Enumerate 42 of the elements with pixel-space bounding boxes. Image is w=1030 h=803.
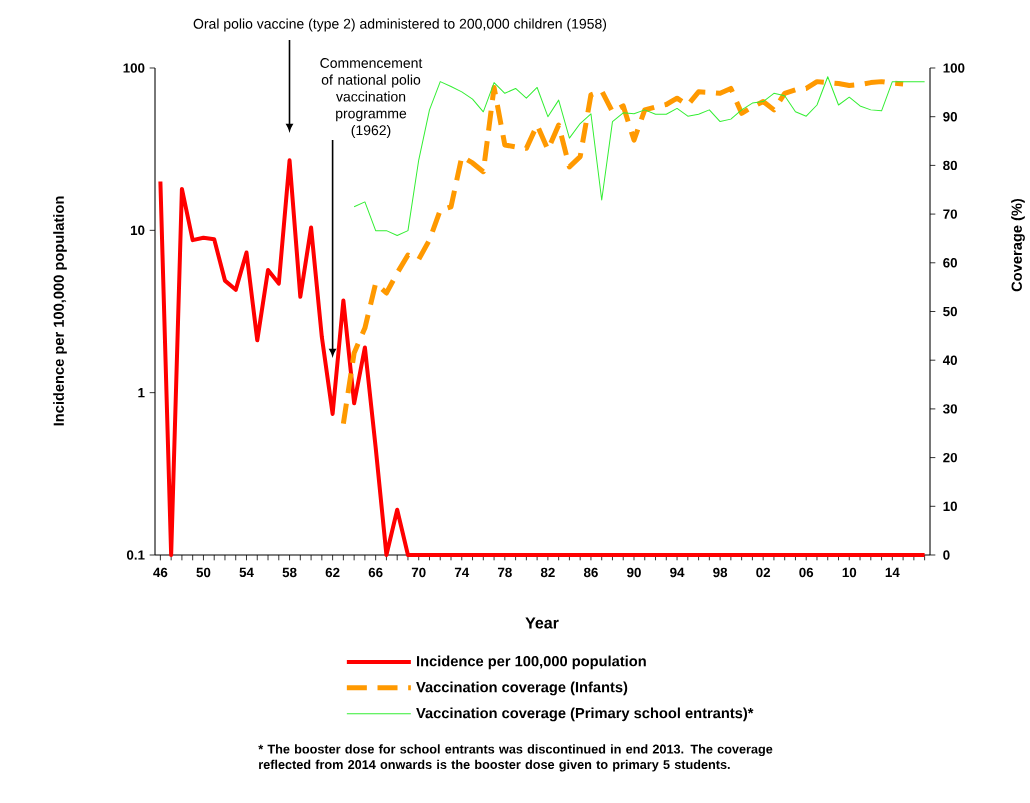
x-tick-label: 62: [325, 567, 340, 578]
annotation: Commencement of national polio vaccination programme (1962): [320, 58, 423, 138]
text: * The booster dose for school entrants was discontinued in end 2013. The coverage reflected from 2014 onwards is the booster dose given to primary 5 students.: [258, 744, 773, 772]
x-tick-label: 78: [497, 567, 512, 578]
y2-tick-label: 80: [943, 160, 958, 171]
y2-tick-label: 60: [943, 258, 958, 268]
x-tick-label: 50: [196, 567, 211, 578]
legend-label: Vaccination coverage (Infants): [416, 681, 628, 696]
y2-tick-label: 70: [943, 209, 958, 219]
y-tick-label: 10: [130, 225, 145, 236]
x-tick-label: 10: [842, 567, 857, 578]
legend-label: Incidence per 100,000 population: [417, 655, 646, 670]
x-tick-label: 54: [239, 567, 254, 577]
y-tick-label: 100: [123, 63, 145, 73]
x-tick-label: 02: [756, 567, 771, 578]
y2-tick-label: 0: [943, 550, 950, 560]
x-tick-label: 82: [540, 567, 555, 578]
y2-tick-label: 30: [943, 404, 958, 414]
y2-tick-label: 40: [942, 355, 958, 365]
x-tick-label: 06: [799, 567, 814, 578]
x-tick-label: 66: [368, 567, 383, 578]
y-tick-label: 1: [138, 388, 145, 398]
y2-tick-label: 100: [943, 63, 965, 73]
x-tick-label: 70: [411, 567, 426, 578]
x-tick-label: 90: [627, 567, 641, 578]
x-axis-title: Year: [525, 617, 559, 629]
y2-tick-label: 50: [943, 306, 958, 317]
x-tick-label: 86: [583, 567, 598, 578]
x-tick-label: 46: [153, 567, 168, 578]
y2-tick-label: 90: [943, 111, 958, 122]
x-tick-label: 94: [670, 567, 685, 578]
x-tick-label: 98: [713, 567, 728, 578]
legend-label: Vaccination coverage (Primary school entrants)*: [416, 707, 754, 722]
x-tick-label: 58: [282, 567, 297, 578]
text: Oral polio vaccine (type 2) administered to 200,000 children (1958): [193, 18, 607, 32]
y2-tick-label: 10: [943, 501, 958, 512]
y2-tick-label: 20: [943, 452, 958, 463]
x-tick-label: 74: [454, 567, 470, 577]
y-axis-title: Incidence per 100,000 population: [53, 196, 67, 426]
y-tick-label: 0.1: [126, 550, 145, 560]
y2-axis-title: Coverage (%): [1011, 198, 1025, 292]
x-tick-label: 14: [885, 567, 900, 577]
